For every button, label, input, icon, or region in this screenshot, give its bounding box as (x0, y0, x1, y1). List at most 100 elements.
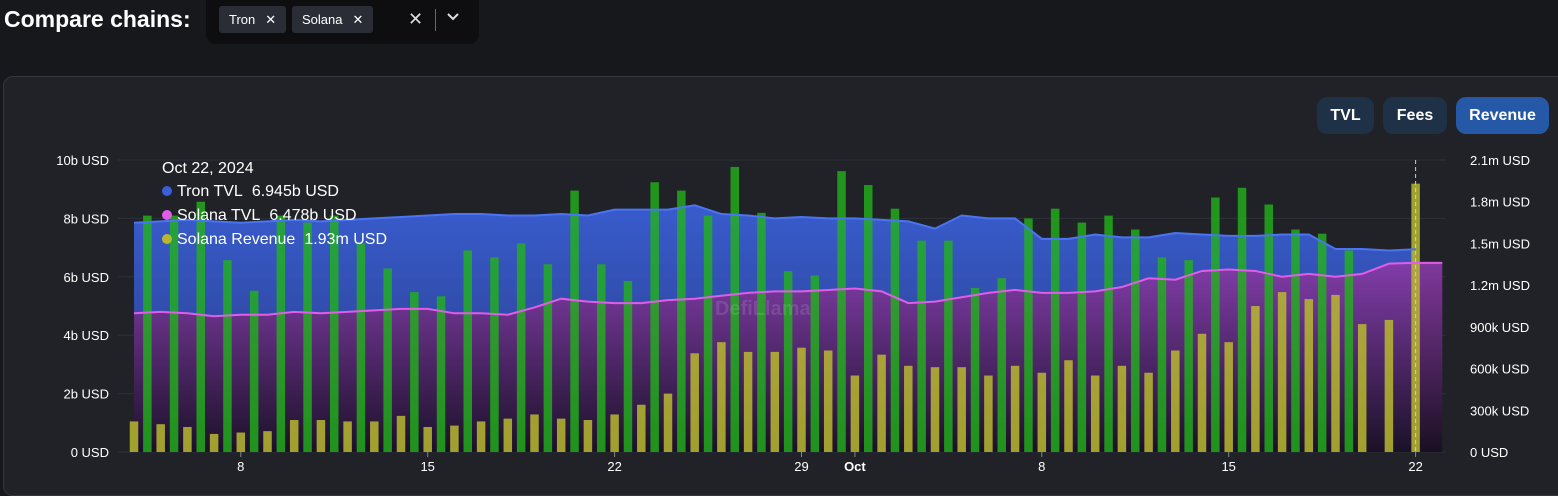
x-tick-label: 29 (794, 459, 808, 474)
tron-revenue-bar (463, 250, 472, 452)
tron-revenue-bar (570, 190, 579, 453)
solana-revenue-bar (289, 420, 299, 452)
tron-revenue-bar (169, 215, 179, 452)
chip-tron[interactable]: Tron ✕ (219, 6, 287, 33)
solana-revenue-bar (1064, 360, 1073, 452)
tron-revenue-bar (917, 240, 926, 452)
y-left-tick-label: 10b USD (56, 153, 109, 168)
chip-solana[interactable]: Solana ✕ (292, 6, 374, 33)
solana-revenue-bar (904, 365, 913, 452)
y-right-tick-label: 600k USD (1470, 362, 1529, 377)
tron-revenue-bar (623, 280, 633, 452)
solana-revenue-bar (877, 354, 886, 452)
tvl-button[interactable]: TVL (1317, 97, 1374, 134)
tooltip-value: 6.945b USD (252, 183, 339, 200)
y-left-tick-label: 0 USD (71, 445, 109, 460)
clear-icon[interactable]: ✕ (408, 9, 424, 29)
solana-revenue-bar (1037, 372, 1047, 452)
x-tick-label: 22 (607, 459, 621, 474)
y-left-tick-label: 2b USD (63, 387, 109, 402)
axes: 0 USD 2b USD 4b USD 6b USD 8b USD 10b USD 0 US… (56, 153, 1530, 474)
tron-revenue-bar (1131, 229, 1140, 452)
fees-button[interactable]: Fees (1383, 97, 1447, 134)
solana-revenue-bar (984, 375, 993, 452)
solana-revenue-bar (610, 414, 619, 452)
tron-revenue-bar (303, 222, 312, 452)
tron-revenue-bar (730, 166, 739, 452)
tron-revenue-bar (1344, 250, 1354, 452)
watermark: DefiLlama (715, 298, 811, 320)
tron-revenue-bar (356, 243, 366, 452)
remove-chip-icon[interactable]: ✕ (352, 11, 364, 27)
line-layer: DefiLlama (133, 160, 1443, 452)
tron-revenue-bar (490, 257, 499, 452)
solana-revenue-bar (743, 351, 753, 452)
y-right-tick-label: 2.1m USD (1470, 153, 1530, 168)
tron-revenue-bar (1317, 233, 1327, 452)
solana-revenue-bar (850, 375, 860, 452)
remove-chip-icon[interactable]: ✕ (265, 11, 277, 27)
solana-revenue-bar (450, 425, 459, 452)
revenue-button[interactable]: Revenue (1456, 97, 1549, 134)
solana-revenue-bar (1224, 342, 1233, 452)
y-right-tick-label: 1.8m USD (1470, 195, 1530, 210)
tron-revenue-bar (1237, 187, 1247, 453)
chip-label: Tron (229, 12, 256, 27)
divider (435, 9, 436, 31)
solana-revenue-bar (156, 424, 165, 452)
tron-revenue-bar (383, 268, 392, 452)
solana-revenue-bar (316, 420, 326, 452)
tron-revenue-bar (703, 215, 713, 452)
solana-revenue-bar (1277, 292, 1287, 452)
solana-revenue-bar (663, 393, 673, 452)
tron-revenue-bar (837, 171, 846, 452)
solana-revenue-bar (1171, 350, 1180, 452)
tooltip-label: Solana Revenue (177, 231, 295, 248)
solana-revenue-bar (1304, 299, 1314, 452)
tron-revenue-bar (1024, 218, 1033, 452)
solana-revenue-bar (396, 415, 406, 452)
tron-revenue-bar (757, 212, 766, 452)
chip-label: Solana (302, 12, 343, 27)
y-right-tick-label: 0 USD (1470, 445, 1508, 460)
y-left-tick-label: 6b USD (63, 270, 109, 285)
solana-revenue-bar (1331, 294, 1340, 452)
solana-revenue-bar (1357, 324, 1367, 452)
solana-revenue-bar (957, 367, 966, 452)
y-left-tick-label: 8b USD (63, 211, 109, 226)
chain-picker[interactable]: Tron ✕ Solana ✕ ✕ (206, 0, 479, 44)
solana-revenue-bar (556, 418, 566, 452)
solana-revenue-bar (1117, 365, 1127, 452)
tron-revenue-bar (677, 190, 686, 453)
header: Compare chains: Tron ✕ Solana ✕ ✕ (0, 0, 1558, 48)
x-tick-label: 15 (420, 459, 434, 474)
solana-revenue-bar (583, 420, 593, 452)
tron-revenue-bar (1050, 208, 1060, 452)
tron-revenue-bar (1157, 257, 1167, 452)
tron-revenue-bar (543, 264, 553, 452)
solana-revenue-bar (690, 353, 699, 452)
chart[interactable]: DefiLlama 0 USD 2b USD 4b USD 6b USD 8b USD 1… (0, 0, 1558, 481)
tron-revenue-bar (1264, 204, 1273, 452)
solana-revenue-bar (930, 367, 940, 452)
solana-revenue-bar (717, 342, 726, 452)
tron-revenue-bar (143, 215, 152, 452)
x-tick-label: 22 (1408, 459, 1422, 474)
bar-layer (129, 166, 1420, 453)
solana-revenue-bar (770, 351, 780, 452)
tron-revenue-bar (864, 185, 873, 452)
solana-revenue-bar (1090, 375, 1100, 452)
tron-revenue-bar (1104, 215, 1113, 452)
x-tick-label: Oct (844, 459, 866, 474)
solana-revenue-bar (209, 433, 219, 452)
tron-revenue-bar (970, 287, 980, 452)
tron-revenue-bar (597, 264, 606, 452)
solana-revenue-bar (1251, 306, 1260, 452)
tooltip-value: 6.478b USD (269, 207, 356, 224)
legend-dot (162, 186, 172, 196)
solana-tvl-line (133, 261, 1443, 318)
tron-revenue-bar (410, 292, 419, 452)
solana-revenue-bar (1144, 372, 1153, 452)
solana-revenue-bar (503, 418, 513, 452)
chevron-down-icon[interactable] (446, 10, 460, 29)
